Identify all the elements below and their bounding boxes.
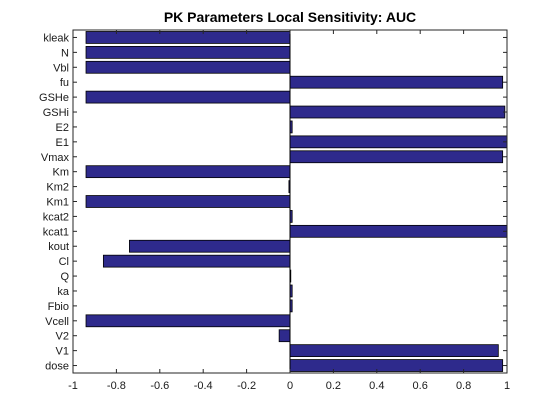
x-tick-label: -0.8 xyxy=(107,380,126,392)
y-tick-label-Vbl: Vbl xyxy=(53,62,69,74)
y-tick-label-dose: dose xyxy=(45,361,69,373)
y-tick-label-Km2: Km2 xyxy=(46,182,69,194)
bar-Cl xyxy=(102,254,291,268)
y-tick-label-Vcell: Vcell xyxy=(45,316,69,328)
bar-Km1 xyxy=(85,195,291,208)
bar-dose xyxy=(289,359,504,372)
x-tick-label: 0.8 xyxy=(456,380,471,392)
bar-Vmax xyxy=(289,150,504,164)
y-tick-label-kcat2: kcat2 xyxy=(43,211,69,223)
bars-layer xyxy=(85,31,508,372)
bar-kout xyxy=(129,239,291,253)
bar-GSHi xyxy=(289,105,506,119)
y-tick-label-GSHi: GSHi xyxy=(43,107,69,119)
y-tick-label-kout: kout xyxy=(48,241,69,253)
y-tick-label-V1: V1 xyxy=(56,346,69,358)
x-tick-label: -0.4 xyxy=(194,380,213,392)
y-tick-label-V2: V2 xyxy=(56,331,69,343)
y-tick-label-Vmax: Vmax xyxy=(41,152,70,164)
x-tick-label: 0.6 xyxy=(413,380,428,392)
x-tick-label: 0.2 xyxy=(326,380,341,392)
bar-Km xyxy=(85,165,291,179)
bar-V2 xyxy=(278,329,291,343)
chart-title: PK Parameters Local Sensitivity: AUC xyxy=(164,9,416,25)
x-ticks: -1 -0.8 -0.6 -0.4 -0.2 0 0.2 0.4 0.6 0.8 1 xyxy=(68,30,510,392)
y-tick-label-Km1: Km1 xyxy=(46,197,69,209)
x-tick-label: 1 xyxy=(504,380,510,392)
y-tick-label-Q: Q xyxy=(60,271,69,283)
bar-N xyxy=(85,46,291,59)
y-tick-label-Km: Km xyxy=(53,167,70,179)
y-tick-label-GSHe: GSHe xyxy=(39,92,69,104)
y-tick-label-E2: E2 xyxy=(56,122,69,134)
bar-Vbl xyxy=(85,60,291,74)
y-tick-label-kleak: kleak xyxy=(43,32,69,44)
bar-kcat1 xyxy=(289,224,508,238)
y-tick-label-fu: fu xyxy=(60,77,69,89)
x-tick-label: -1 xyxy=(68,380,78,392)
x-tick-label: 0 xyxy=(287,380,293,392)
y-tick-label-E1: E1 xyxy=(56,137,69,149)
bar-V1 xyxy=(289,344,499,357)
x-tick-label: -0.2 xyxy=(237,380,256,392)
y-tick-labels: kleak N Vbl fu GSHe GSHi E2 E1 Vmax Km Km2 Km1 kcat2… xyxy=(39,32,507,373)
x-tick-label: -0.6 xyxy=(150,380,169,392)
y-tick-label-N: N xyxy=(61,47,69,59)
x-tick-label: 0.4 xyxy=(369,380,384,392)
bar-GSHe xyxy=(85,90,291,104)
y-tick-label-kcat1: kcat1 xyxy=(43,226,69,238)
bar-fu xyxy=(289,75,504,89)
y-tick-label-Cl: Cl xyxy=(59,256,69,268)
bar-Vcell xyxy=(85,314,291,328)
y-tick-label-Fbio: Fbio xyxy=(48,301,69,313)
bar-E1 xyxy=(289,135,508,149)
y-tick-label-ka: ka xyxy=(57,286,70,298)
